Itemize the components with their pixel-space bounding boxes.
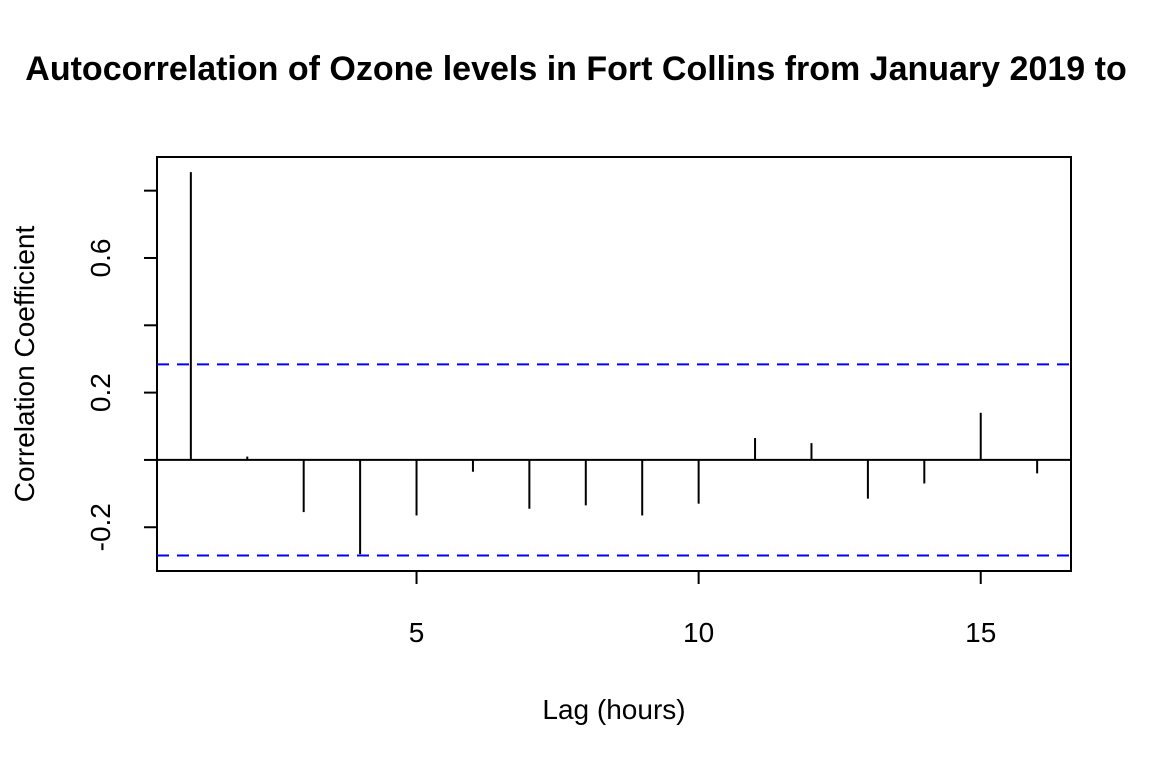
confidence-bounds bbox=[157, 363, 1071, 557]
y-tick-label: 0.6 bbox=[85, 239, 116, 278]
y-tick-label: -0.2 bbox=[85, 503, 116, 551]
plot-frame bbox=[156, 156, 1072, 572]
y-tick-label: 0.2 bbox=[85, 373, 116, 412]
acf-bars bbox=[189, 172, 1039, 555]
chart-title: Autocorrelation of Ozone levels in Fort … bbox=[25, 50, 1126, 88]
x-tick-label: 5 bbox=[409, 617, 425, 648]
x-axis-label: Lag (hours) bbox=[542, 694, 685, 725]
x-tick-label: 15 bbox=[965, 617, 996, 648]
x-tick-label: 10 bbox=[683, 617, 714, 648]
y-axis: -0.2 0.2 0.6 bbox=[85, 189, 157, 551]
y-axis-label: Correlation Coefficient bbox=[9, 226, 40, 503]
x-axis: 5 10 15 bbox=[409, 571, 996, 648]
